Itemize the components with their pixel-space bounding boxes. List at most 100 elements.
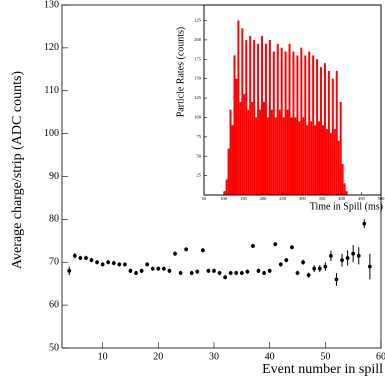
y-tick-label: 80 bbox=[49, 214, 59, 225]
y-tick-label: 125 bbox=[194, 95, 202, 100]
data-point bbox=[301, 260, 305, 265]
x-tick-label: 400 bbox=[338, 196, 346, 201]
histogram-bar bbox=[286, 109, 289, 195]
histogram-bar bbox=[333, 129, 336, 195]
histogram-bar bbox=[249, 36, 252, 195]
data-point bbox=[262, 271, 266, 275]
histogram-bar bbox=[245, 39, 248, 195]
data-point bbox=[334, 277, 339, 282]
x-axis-label: Event number in spill bbox=[262, 362, 383, 377]
histogram-bar bbox=[302, 117, 305, 195]
y-tick-label: 50 bbox=[197, 153, 202, 158]
data-point bbox=[228, 271, 233, 275]
x-axis-label: Time in Spill (ms) bbox=[310, 201, 383, 212]
histogram-bar bbox=[325, 129, 328, 195]
data-point bbox=[178, 271, 183, 275]
data-point bbox=[173, 251, 177, 256]
x-tick-label: 250 bbox=[279, 196, 287, 201]
histogram-bar bbox=[284, 51, 287, 196]
data-point bbox=[267, 268, 272, 273]
histogram-bar bbox=[339, 101, 342, 195]
x-tick-label: 300 bbox=[299, 196, 307, 201]
histogram-bar bbox=[290, 117, 293, 195]
data-point bbox=[284, 258, 289, 263]
data-point bbox=[200, 248, 205, 253]
histogram-bar bbox=[247, 109, 250, 195]
y-tick-label: 100 bbox=[44, 128, 59, 139]
x-tick-label: 50 bbox=[320, 351, 330, 362]
data-point bbox=[189, 271, 194, 275]
histogram-bar bbox=[329, 132, 332, 195]
data-point bbox=[256, 268, 261, 273]
y-tick-label: 90 bbox=[49, 171, 59, 182]
data-point bbox=[206, 268, 211, 273]
data-point bbox=[100, 262, 105, 267]
y-axis-label: Average charge/strip (ADC counts) bbox=[10, 71, 25, 269]
x-tick-label: 60 bbox=[376, 351, 385, 362]
y-tick-label: 70 bbox=[49, 257, 59, 268]
data-point bbox=[161, 266, 166, 271]
histogram-bar bbox=[335, 70, 338, 195]
data-point bbox=[72, 253, 77, 258]
x-tick-label: 450 bbox=[358, 196, 366, 201]
data-point bbox=[251, 244, 255, 248]
histogram-bar bbox=[227, 148, 230, 195]
histogram-bar bbox=[235, 78, 238, 195]
data-point bbox=[217, 271, 222, 275]
histogram-bar bbox=[272, 51, 275, 196]
data-point bbox=[106, 260, 111, 265]
histogram-bar bbox=[229, 109, 232, 195]
histogram-bar bbox=[323, 63, 326, 195]
histogram-bar bbox=[282, 117, 285, 195]
data-point bbox=[139, 268, 144, 273]
y-tick-label: 120 bbox=[44, 42, 59, 53]
data-point bbox=[351, 251, 356, 256]
x-tick-label: 10 bbox=[98, 351, 108, 362]
histogram-bar bbox=[331, 78, 334, 195]
data-point bbox=[323, 264, 328, 269]
histogram-bar bbox=[223, 191, 226, 195]
x-tick-label: 50 bbox=[202, 196, 207, 201]
data-point bbox=[295, 271, 300, 275]
histogram-bar bbox=[296, 55, 299, 195]
histogram-bar bbox=[263, 101, 265, 195]
y-tick-label: 110 bbox=[44, 85, 59, 96]
x-tick-label: 500 bbox=[378, 196, 385, 201]
data-point bbox=[317, 266, 322, 271]
data-point bbox=[156, 266, 161, 271]
data-point bbox=[239, 271, 244, 275]
histogram-bar bbox=[343, 183, 346, 195]
data-point bbox=[123, 262, 127, 267]
histogram-bar bbox=[314, 125, 317, 195]
data-point bbox=[167, 268, 172, 273]
y-tick-label: 200 bbox=[194, 37, 202, 42]
data-point bbox=[290, 245, 294, 250]
histogram-bar bbox=[337, 140, 340, 195]
histogram-bar bbox=[251, 101, 254, 195]
y-axis-label: Particle Rates (counts) bbox=[175, 27, 186, 118]
histogram-bar bbox=[304, 55, 307, 195]
y-tick-label: 75 bbox=[197, 134, 202, 139]
y-tick-label: 130 bbox=[44, 0, 59, 10]
histogram-bar bbox=[312, 55, 315, 195]
histogram-bar bbox=[255, 117, 258, 195]
data-point bbox=[362, 221, 367, 226]
histogram-bar bbox=[270, 109, 273, 195]
histogram-bar bbox=[237, 20, 240, 195]
histogram-bar bbox=[322, 125, 324, 195]
x-tick-label: 350 bbox=[319, 196, 327, 201]
data-point bbox=[212, 268, 216, 273]
histogram-bar bbox=[298, 121, 301, 195]
histogram-bar bbox=[320, 67, 322, 195]
histogram-bar bbox=[239, 101, 242, 195]
histogram-bar bbox=[294, 117, 297, 195]
plot-border bbox=[203, 4, 382, 196]
data-point bbox=[356, 253, 361, 258]
data-point bbox=[117, 262, 122, 267]
x-tick-label: 100 bbox=[220, 196, 228, 201]
data-point bbox=[78, 256, 83, 260]
histogram-bar bbox=[268, 39, 271, 195]
histogram-bar bbox=[274, 117, 277, 195]
data-point bbox=[312, 266, 317, 271]
